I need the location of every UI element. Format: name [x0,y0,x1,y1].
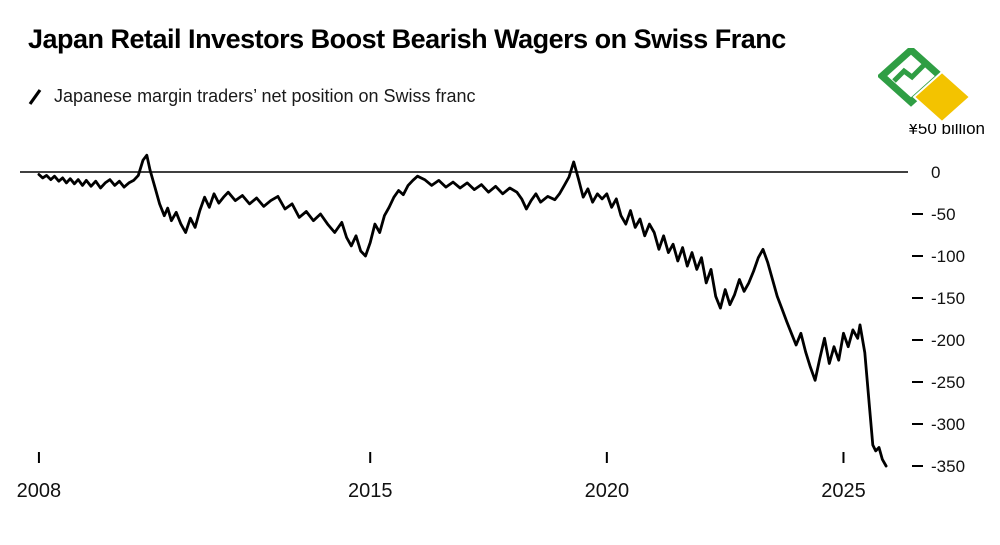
x-axis-tick-label: 2015 [348,480,393,502]
y-axis-tick-label: -250 [931,373,965,392]
y-axis-tick-label: -150 [931,289,965,308]
y-axis-tick-label: -200 [931,331,965,350]
brand-logo [878,48,980,124]
x-axis-tick-label: 2020 [585,480,630,502]
x-axis-tick-label: 2008 [17,480,62,502]
legend-slash-icon [28,88,42,106]
y-axis-tick-label: 0 [931,163,940,182]
y-axis-tick-label: -300 [931,415,965,434]
chart-title: Japan Retail Investors Boost Bearish Wag… [28,24,786,54]
chart-subtitle: Japanese margin traders’ net position on… [54,86,476,106]
series-line [37,153,888,468]
x-axis-tick-label: 2025 [821,480,866,502]
brand-logo-graphic [878,48,972,124]
y-axis-tick-label: -50 [931,205,956,224]
logo-yellow-diamond [912,70,972,124]
chart-legend: Japanese margin traders’ net position on… [28,86,476,107]
y-axis-tick-label: -350 [931,457,965,476]
logo-chart-glyph [892,62,927,83]
y-axis-tick-label: -100 [931,247,965,266]
